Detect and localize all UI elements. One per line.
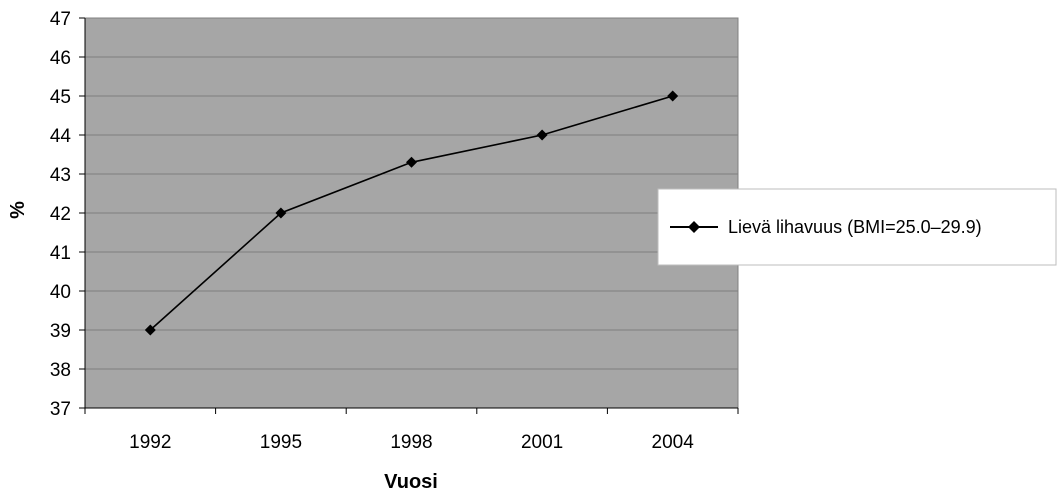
y-axis-ticks: 37 38 39 40 41 42 43 44 45 46 47 bbox=[50, 9, 85, 420]
x-axis-title: Vuosi bbox=[384, 471, 438, 492]
y-tick-label-41: 41 bbox=[50, 243, 71, 264]
legend-label: Lievä lihavuus (BMI=25.0–29.9) bbox=[728, 217, 982, 237]
data-point-1995 bbox=[275, 207, 287, 219]
x-tick-label-2004: 2004 bbox=[652, 432, 695, 453]
y-tick-label-43: 43 bbox=[50, 165, 71, 186]
y-tick-label-38: 38 bbox=[50, 360, 71, 381]
y-tick-label-45: 45 bbox=[50, 87, 71, 108]
data-point-1992 bbox=[144, 324, 156, 336]
y-tick-label-39: 39 bbox=[50, 321, 71, 342]
y-tick-label-44: 44 bbox=[50, 126, 72, 147]
series-group bbox=[144, 90, 679, 336]
data-point-2004 bbox=[667, 90, 679, 102]
y-tick-label-47: 47 bbox=[50, 9, 71, 30]
y-tick-label-46: 46 bbox=[50, 48, 71, 69]
data-point-1998 bbox=[406, 156, 417, 168]
legend-box bbox=[657, 188, 1057, 266]
x-tick-label-1992: 1992 bbox=[129, 432, 171, 453]
x-tick-label-1998: 1998 bbox=[390, 432, 432, 453]
legend-marker-swatch bbox=[688, 221, 700, 233]
y-axis-title: % bbox=[7, 201, 29, 219]
legend: Lievä lihavuus (BMI=25.0–29.9) bbox=[657, 188, 1057, 266]
x-axis-ticks: 1992 1995 1998 2001 2004 bbox=[84, 408, 739, 453]
x-tick-label-1995: 1995 bbox=[260, 432, 302, 453]
gridlines bbox=[85, 56, 738, 370]
y-tick-label-37: 37 bbox=[50, 399, 71, 420]
data-point-2001 bbox=[536, 129, 548, 141]
x-tick-label-2001: 2001 bbox=[521, 432, 563, 453]
y-tick-label-40: 40 bbox=[50, 282, 71, 303]
y-tick-label-42: 42 bbox=[50, 204, 71, 225]
